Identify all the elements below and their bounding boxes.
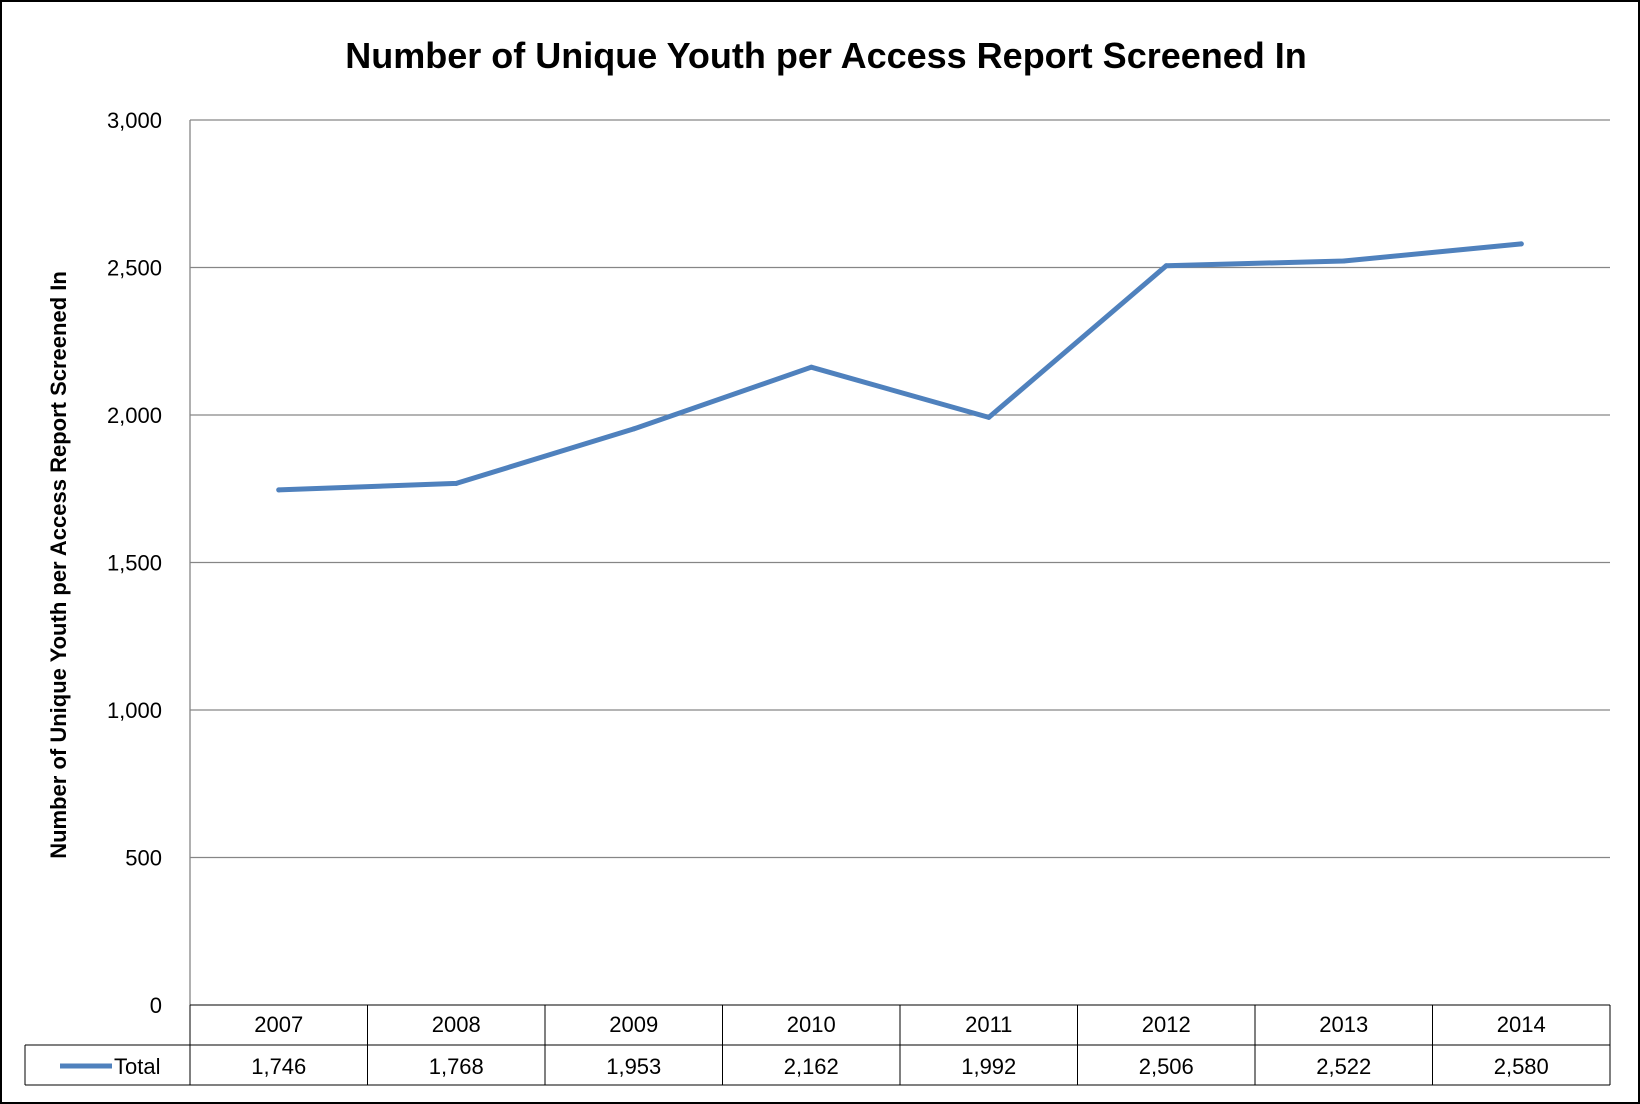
data-point [986,414,992,420]
data-point [808,364,814,370]
data-value-label: 2,522 [1316,1054,1371,1079]
x-category-label: 2010 [787,1012,836,1037]
data-value-label: 2,580 [1494,1054,1549,1079]
legend-label-total: Total [114,1054,160,1079]
x-category-label: 2012 [1142,1012,1191,1037]
data-value-label: 1,746 [251,1054,306,1079]
x-category-label: 2007 [254,1012,303,1037]
chart-title: Number of Unique Youth per Access Report… [345,35,1307,76]
y-tick-label: 1,000 [107,698,162,723]
x-category-label: 2009 [609,1012,658,1037]
gridlines [189,119,1610,1005]
y-axis-ticks: 0 500 1,000 1,500 2,000 2,500 3,000 [107,108,162,1018]
data-value-label: 1,953 [606,1054,661,1079]
y-tick-label: 2,000 [107,403,162,428]
data-point [276,487,282,493]
x-category-label: 2014 [1497,1012,1546,1037]
data-value-label: 1,992 [961,1054,1016,1079]
data-value-label: 2,506 [1139,1054,1194,1079]
y-tick-label: 2,500 [107,256,162,281]
data-point [1163,263,1169,269]
series-line-total [276,241,1524,493]
y-tick-label: 500 [125,846,162,871]
x-category-label: 2013 [1319,1012,1368,1037]
data-table: 2007 2008 2009 2010 2011 2012 2013 2014 Total 1,7… [24,1004,1611,1086]
data-point [631,426,637,432]
y-tick-label: 0 [150,993,162,1018]
data-point [1341,258,1347,264]
y-axis-label: Number of Unique Youth per Access Report… [46,271,71,859]
data-value-label: 2,162 [784,1054,839,1079]
data-point [1518,241,1524,247]
data-value-label: 1,768 [429,1054,484,1079]
y-tick-label: 1,500 [107,551,162,576]
y-tick-label: 3,000 [107,108,162,133]
data-point [453,480,459,486]
series-layer [276,241,1524,493]
x-category-label: 2011 [965,1012,1012,1037]
x-category-label: 2008 [432,1012,481,1037]
